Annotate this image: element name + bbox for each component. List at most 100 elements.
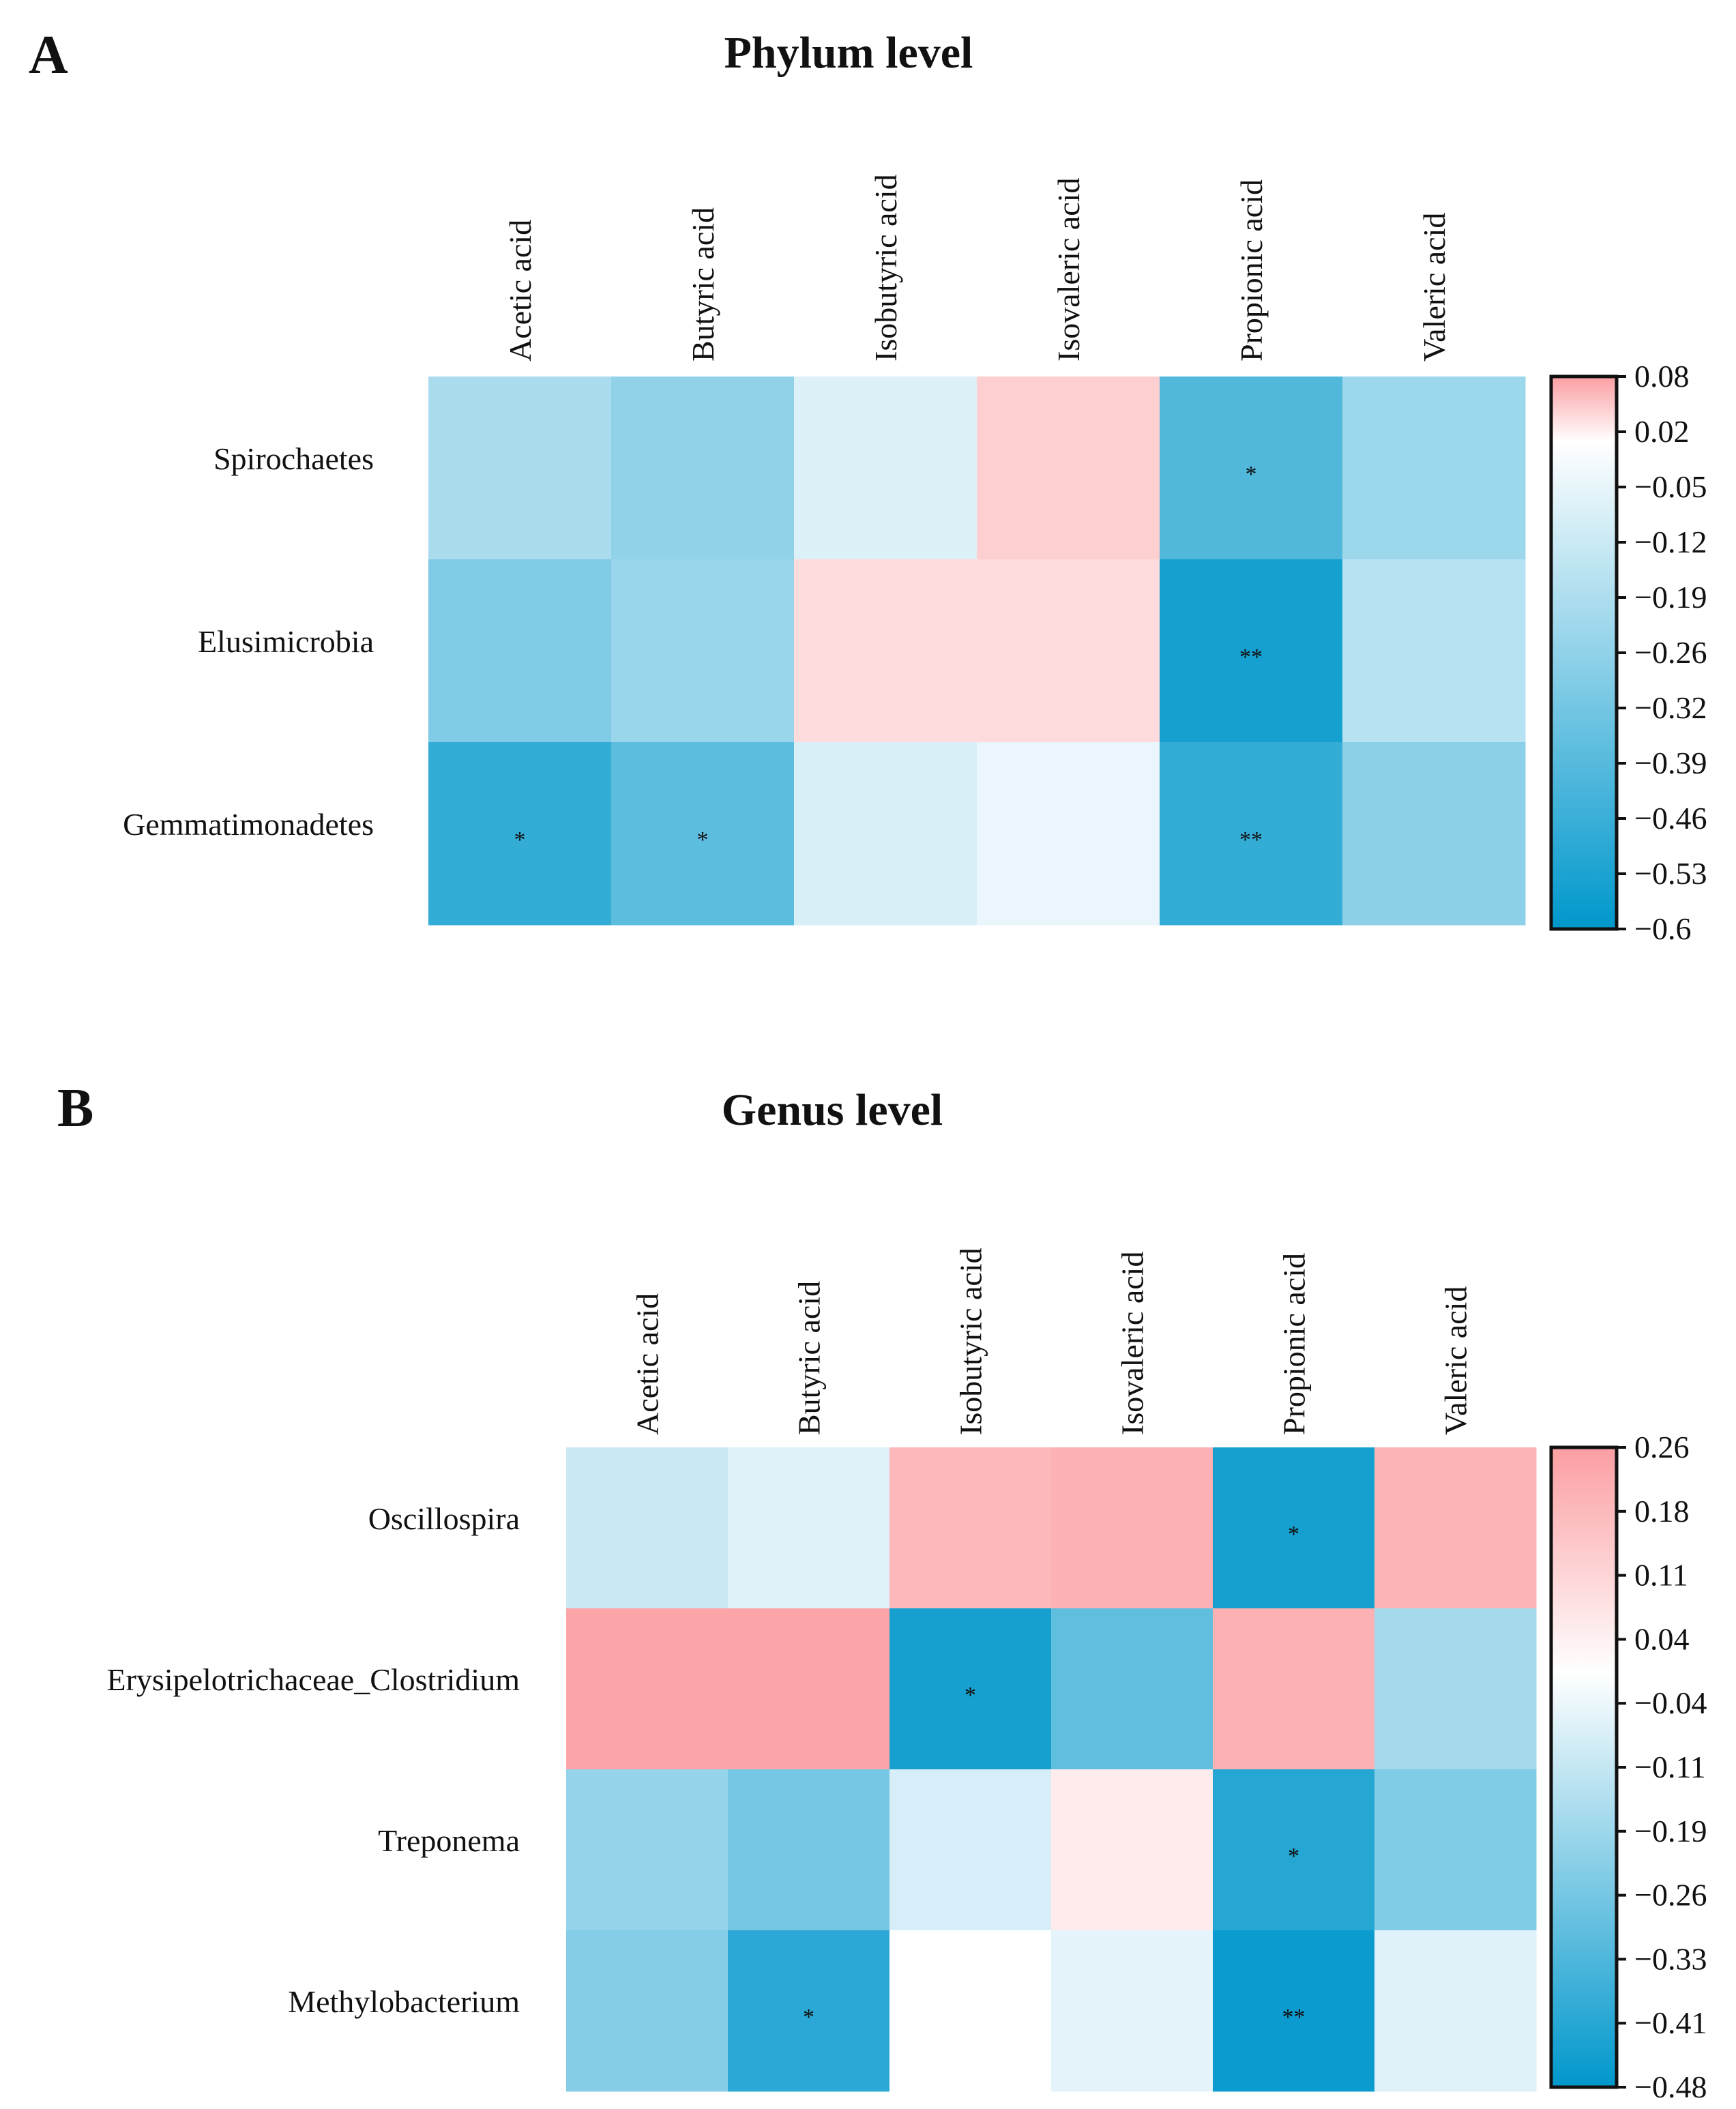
- heatmap-cell-oscillospira-propionic-acid: [1213, 1447, 1375, 1609]
- heatmap-cell-elusimicrobia-valeric-acid: [1342, 559, 1526, 743]
- colorbar-tick-label: −0.19: [1634, 1814, 1707, 1848]
- colorbar-tick-label: −0.41: [1634, 2005, 1707, 2040]
- significance-mark: *: [965, 1683, 976, 1708]
- colorbar-tick-label: −0.26: [1634, 635, 1707, 670]
- heatmap-cell-erysipelotrichaceae-clostridium-propionic-acid: [1213, 1608, 1375, 1770]
- heatmap-cell-gemmatimonadetes-isobutyric-acid: [794, 742, 977, 926]
- heatmap-cell-methylobacterium-propionic-acid: [1213, 1930, 1375, 2092]
- heatmap-cell-elusimicrobia-isovaleric-acid: [977, 559, 1160, 743]
- heatmap-cell-gemmatimonadetes-isovaleric-acid: [977, 742, 1160, 926]
- heatmap-cell-oscillospira-butyric-acid: [728, 1447, 890, 1609]
- colorbar-tick-label: −0.04: [1634, 1685, 1707, 1720]
- heatmap-cell-elusimicrobia-propionic-acid: [1160, 559, 1343, 743]
- colorbar-tick-label: −0.12: [1634, 525, 1707, 559]
- heatmap-cell-methylobacterium-butyric-acid: [728, 1930, 890, 2092]
- row-label-elusimicrobia: Elusimicrobia: [198, 624, 374, 659]
- colorbar-tick-label: −0.39: [1634, 746, 1707, 780]
- column-label-acetic-acid: Acetic acid: [503, 220, 538, 362]
- heatmap-cell-erysipelotrichaceae-clostridium-valeric-acid: [1374, 1608, 1537, 1770]
- column-label-acetic-acid: Acetic acid: [630, 1293, 665, 1435]
- heatmap-cell-gemmatimonadetes-valeric-acid: [1342, 742, 1526, 926]
- column-label-isobutyric-acid: Isobutyric acid: [954, 1248, 988, 1435]
- heatmap-cell-treponema-butyric-acid: [728, 1769, 890, 1931]
- significance-mark: **: [1239, 827, 1263, 853]
- heatmap-cell-treponema-valeric-acid: [1374, 1769, 1537, 1931]
- significance-mark: *: [1288, 1844, 1299, 1869]
- heatmap-cell-erysipelotrichaceae-clostridium-butyric-acid: [728, 1608, 890, 1770]
- panel-a-letter: A: [29, 25, 68, 85]
- column-label-valeric-acid: Valeric acid: [1439, 1286, 1473, 1435]
- colorbar-tick-label: 0.08: [1634, 359, 1690, 394]
- colorbar-tick-label: −0.6: [1634, 911, 1691, 946]
- colorbar-tick-label: −0.33: [1634, 1941, 1707, 1976]
- row-label-oscillospira: Oscillospira: [368, 1501, 520, 1536]
- heatmap-cell-spirochaetes-acetic-acid: [428, 377, 612, 560]
- heatmap-cell-gemmatimonadetes-propionic-acid: [1160, 742, 1343, 926]
- heatmap-cell-erysipelotrichaceae-clostridium-acetic-acid: [566, 1608, 729, 1770]
- colorbar-tick-label: −0.46: [1634, 801, 1707, 836]
- significance-mark: *: [1288, 1522, 1299, 1547]
- column-label-isovaleric-acid: Isovaleric acid: [1115, 1252, 1150, 1435]
- heatmap-cell-erysipelotrichaceae-clostridium-isovaleric-acid: [1051, 1608, 1213, 1770]
- column-label-isovaleric-acid: Isovaleric acid: [1051, 178, 1086, 362]
- colorbar-tick-label: −0.11: [1634, 1750, 1706, 1784]
- heatmap-cell-gemmatimonadetes-butyric-acid: [611, 742, 795, 926]
- heatmap-phylum-level: **** * **Acetic acid Butyric acid Isobutyric…: [123, 174, 1707, 946]
- heatmap-cell-spirochaetes-butyric-acid: [611, 377, 795, 560]
- colorbar-tick-label: −0.32: [1634, 690, 1707, 725]
- colorbar-tick-label: −0.48: [1634, 2069, 1707, 2104]
- colorbar: [1549, 374, 1619, 931]
- significance-mark: *: [1246, 462, 1257, 487]
- heatmap-cell-treponema-propionic-acid: [1213, 1769, 1375, 1931]
- row-label-gemmatimonadetes: Gemmatimonadetes: [123, 807, 374, 842]
- row-label-erysipelotrichaceae-clostridium: Erysipelotrichaceae_Clostridium: [107, 1662, 520, 1697]
- panel-b-title: Genus level: [721, 1085, 943, 1135]
- column-label-butyric-acid: Butyric acid: [792, 1281, 827, 1435]
- heatmap-cell-elusimicrobia-butyric-acid: [611, 559, 795, 743]
- row-label-treponema: Treponema: [378, 1823, 520, 1858]
- heatmap-cell-treponema-acetic-acid: [566, 1769, 729, 1931]
- significance-mark: **: [1282, 2005, 1306, 2030]
- colorbar-tick-label: 0.11: [1634, 1558, 1688, 1593]
- colorbar-tick-label: 0.26: [1634, 1430, 1690, 1464]
- colorbar-tick-label: 0.04: [1634, 1621, 1690, 1656]
- colorbar-tick-label: 0.02: [1634, 414, 1690, 449]
- heatmap-cell-oscillospira-isobutyric-acid: [889, 1447, 1052, 1609]
- column-label-butyric-acid: Butyric acid: [686, 207, 720, 362]
- panel-b-letter: B: [57, 1078, 94, 1138]
- row-label-spirochaetes: Spirochaetes: [214, 441, 374, 476]
- heatmap-cell-treponema-isobutyric-acid: [889, 1769, 1052, 1931]
- significance-mark: *: [803, 2005, 814, 2030]
- colorbar-tick-label: −0.26: [1634, 1878, 1707, 1913]
- colorbar-tick-label: −0.19: [1634, 580, 1707, 615]
- heatmap-cell-spirochaetes-propionic-acid: [1160, 377, 1343, 560]
- colorbar-tick-label: −0.05: [1634, 469, 1707, 504]
- colorbar-tick-label: −0.53: [1634, 856, 1707, 891]
- heatmap-cell-methylobacterium-isovaleric-acid: [1051, 1930, 1213, 2092]
- heatmap-cell-methylobacterium-isobutyric-acid: [889, 1930, 1052, 2092]
- heatmap-cell-treponema-isovaleric-acid: [1051, 1769, 1213, 1931]
- heatmap-cell-elusimicrobia-isobutyric-acid: [794, 559, 977, 743]
- heatmap-cell-methylobacterium-acetic-acid: [566, 1930, 729, 2092]
- significance-mark: *: [697, 827, 709, 853]
- heatmap-cell-spirochaetes-isobutyric-acid: [794, 377, 977, 560]
- heatmap-cell-elusimicrobia-acetic-acid: [428, 559, 612, 743]
- heatmap-genus-level: **** **Acetic acid Butyric acid Isobutyric …: [107, 1248, 1707, 2104]
- heatmap-cell-spirochaetes-isovaleric-acid: [977, 377, 1160, 560]
- column-label-propionic-acid: Propionic acid: [1277, 1253, 1312, 1435]
- heatmap-cell-erysipelotrichaceae-clostridium-isobutyric-acid: [889, 1608, 1052, 1770]
- significance-mark: *: [514, 827, 526, 853]
- colorbar-tick-label: 0.18: [1634, 1494, 1690, 1529]
- significance-mark: **: [1239, 645, 1263, 670]
- column-label-isobutyric-acid: Isobutyric acid: [868, 174, 903, 362]
- panel-a-title: Phylum level: [724, 28, 973, 78]
- colorbar: [1549, 1445, 1619, 2089]
- heatmap-cell-oscillospira-acetic-acid: [566, 1447, 729, 1609]
- row-label-methylobacterium: Methylobacterium: [288, 1984, 520, 2019]
- column-label-propionic-acid: Propionic acid: [1234, 179, 1269, 362]
- heatmap-cell-oscillospira-isovaleric-acid: [1051, 1447, 1213, 1609]
- column-label-valeric-acid: Valeric acid: [1417, 213, 1452, 362]
- heatmap-cell-gemmatimonadetes-acetic-acid: [428, 742, 612, 926]
- heatmap-cell-oscillospira-valeric-acid: [1374, 1447, 1537, 1609]
